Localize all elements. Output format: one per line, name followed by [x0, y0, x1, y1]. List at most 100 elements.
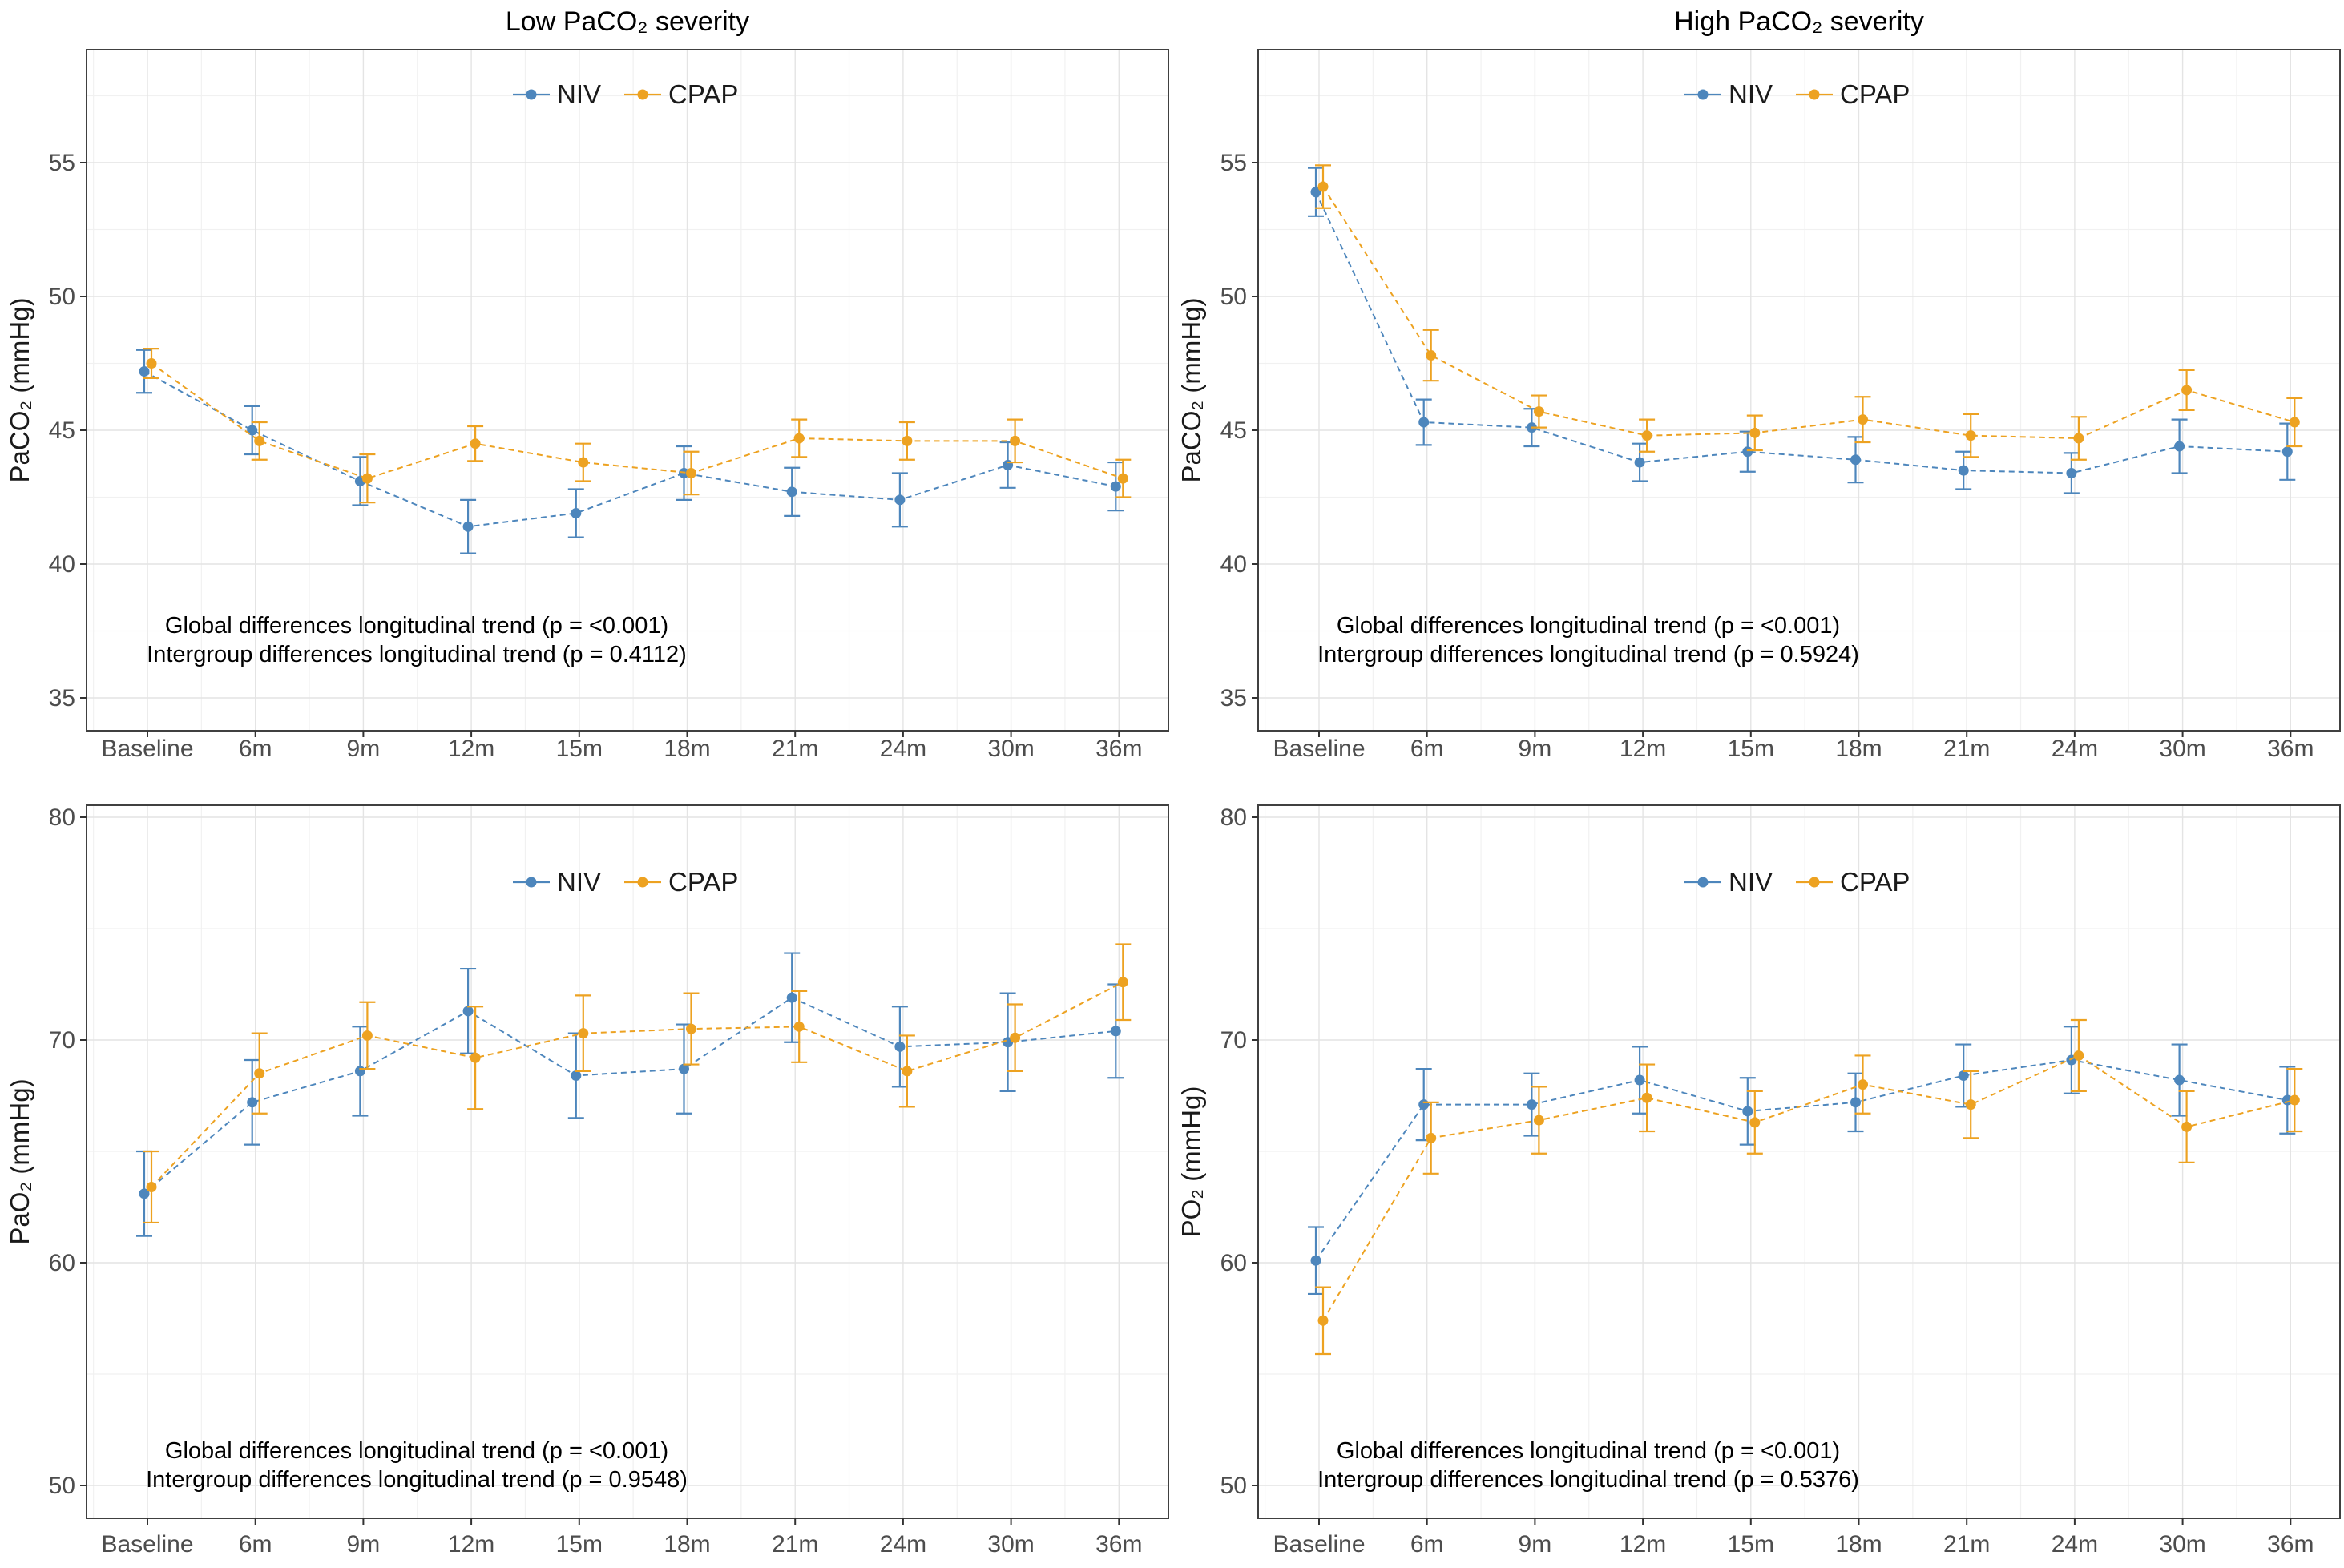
plot-border: [86, 49, 1169, 732]
legend-label-cpap: CPAP: [1840, 867, 1910, 897]
x-tick-label: Baseline: [1273, 1531, 1365, 1558]
legend-label-cpap: CPAP: [668, 867, 738, 897]
data-point-niv: [679, 1063, 689, 1074]
legend-label-niv: NIV: [1729, 867, 1773, 897]
legend-label-niv: NIV: [557, 79, 601, 109]
x-tick-label: 6m: [239, 736, 272, 762]
y-tick-label: 60: [49, 1250, 75, 1276]
data-point-niv: [1742, 1106, 1753, 1117]
trend-line-cpap: [1322, 1054, 2295, 1321]
data-point-cpap: [1749, 427, 1761, 438]
data-point-niv: [462, 1006, 474, 1017]
data-point-cpap: [2181, 1121, 2193, 1132]
data-point-niv: [1634, 457, 1645, 468]
data-point-cpap: [146, 1181, 157, 1192]
data-point-cpap: [1858, 1079, 1868, 1090]
data-point-niv: [2066, 467, 2077, 478]
data-point-cpap: [793, 1021, 805, 1032]
annotation-global-trend: Global differences longitudinal trend (p…: [1337, 1438, 1840, 1464]
plot-border: [1257, 49, 2341, 732]
data-point-cpap: [1010, 435, 1021, 446]
y-tick-label: 40: [49, 551, 75, 578]
annotations: Global differences longitudinal trend (p…: [146, 1438, 688, 1493]
x-tick-label: 30m: [2159, 736, 2205, 762]
annotations: Global differences longitudinal trend (p…: [1317, 613, 1859, 667]
data-point-niv: [1418, 417, 1430, 428]
panel-po2-high-severity: Global differences longitudinal trend (p…: [1172, 784, 2344, 1568]
legend-label-cpap: CPAP: [668, 79, 738, 109]
data-point-cpap: [793, 433, 805, 444]
y-tick-label: 50: [49, 284, 75, 310]
data-point-niv: [571, 508, 582, 519]
axis-ticks: [80, 162, 1120, 737]
y-axis-label: PO₂ (mmHg): [1176, 1086, 1206, 1238]
trend-line-niv: [143, 997, 1116, 1195]
panel-background: [0, 784, 1172, 1568]
data-point-cpap: [1641, 430, 1652, 441]
panel-pao2-low-severity: Global differences longitudinal trend (p…: [0, 784, 1172, 1568]
data-point-cpap: [2073, 433, 2084, 444]
annotations: Global differences longitudinal trend (p…: [1317, 1438, 1859, 1493]
panel-background: [0, 0, 1172, 784]
data-point-niv: [1526, 1099, 1537, 1110]
y-tick-label: 60: [1220, 1250, 1247, 1276]
y-axis-label: PaCO₂ (mmHg): [1176, 298, 1206, 483]
legend-item-cpap: CPAP: [1796, 867, 1910, 897]
data-point-cpap: [1749, 1117, 1761, 1128]
major-gridlines: [1258, 50, 2340, 731]
x-tick-label: 12m: [448, 1531, 494, 1558]
legend: NIV CPAP: [513, 867, 738, 897]
data-point-cpap: [1010, 1032, 1021, 1043]
legend-marker-niv: [526, 89, 537, 100]
trend-line-cpap: [151, 981, 1124, 1188]
data-point-niv: [1310, 187, 1321, 198]
plot-border: [86, 804, 1169, 1519]
data-point-cpap: [1317, 1315, 1329, 1326]
legend-marker-cpap: [1809, 877, 1820, 888]
y-tick-label: 50: [1220, 1473, 1247, 1499]
data-point-niv: [139, 1188, 150, 1199]
legend-marker-cpap: [637, 89, 648, 100]
series-cpap: [1315, 1018, 2303, 1356]
data-point-cpap: [361, 473, 373, 484]
data-point-cpap: [2289, 417, 2300, 428]
x-tick-label: 18m: [1835, 1531, 1882, 1558]
y-tick-label: 70: [49, 1027, 75, 1054]
annotation-global-trend: Global differences longitudinal trend (p…: [1337, 613, 1840, 639]
data-point-niv: [894, 1041, 906, 1052]
data-point-cpap: [146, 358, 157, 369]
x-tick-label: 21m: [772, 736, 818, 762]
trend-line-niv: [1315, 1059, 2288, 1261]
y-tick-label: 70: [1220, 1027, 1247, 1054]
data-point-niv: [1110, 481, 1121, 492]
x-tick-label: 9m: [347, 736, 381, 762]
annotation-intergroup-trend: Intergroup differences longitudinal tren…: [147, 642, 687, 667]
axis-ticks: [1252, 162, 2292, 737]
data-point-cpap: [578, 457, 589, 468]
axis-ticks: [1252, 816, 2292, 1525]
plot-border: [1257, 804, 2341, 1519]
series-cpap: [1315, 164, 2303, 461]
axis-ticks: [80, 816, 1120, 1525]
data-point-niv: [894, 494, 906, 506]
trend-line-cpap: [151, 362, 1124, 480]
x-tick-label: 21m: [1943, 736, 1990, 762]
data-point-niv: [247, 425, 258, 436]
x-tick-label: 9m: [1519, 1531, 1552, 1558]
data-point-cpap: [578, 1028, 589, 1039]
legend-marker-niv: [1697, 877, 1709, 888]
series-cpap: [143, 943, 1132, 1224]
data-point-cpap: [2073, 1050, 2084, 1061]
data-point-niv: [1310, 1255, 1321, 1266]
annotation-global-trend: Global differences longitudinal trend (p…: [165, 1438, 668, 1464]
data-point-niv: [1003, 459, 1014, 470]
chart-svg: Global differences longitudinal trend (p…: [1172, 784, 2343, 1568]
panel-title: High PaCO₂ severity: [1674, 6, 1924, 37]
panel-background: [1172, 0, 2343, 784]
chart-svg: Global differences longitudinal trend (p…: [0, 0, 1172, 784]
y-tick-label: 50: [49, 1473, 75, 1499]
x-tick-label: 24m: [880, 736, 926, 762]
data-point-niv: [139, 366, 150, 377]
y-tick-label: 80: [1220, 804, 1247, 831]
